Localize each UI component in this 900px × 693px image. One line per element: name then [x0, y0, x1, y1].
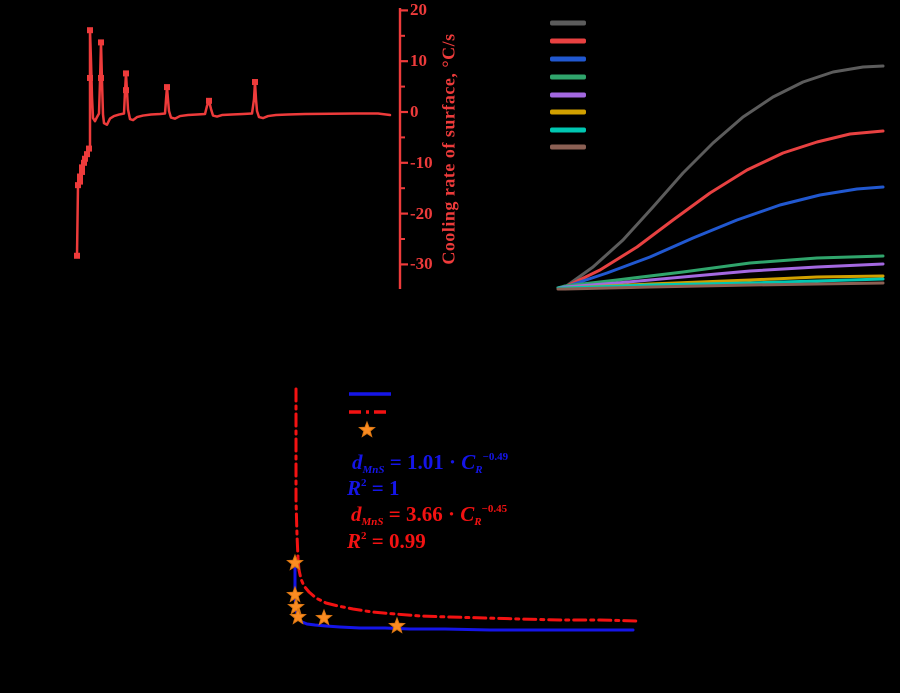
cooling-curve-marker — [81, 159, 87, 166]
equation-red-fit: dMnS = 3.66 · CR−0.45 — [351, 502, 508, 528]
cooling-curve-marker — [123, 70, 129, 77]
cooling-curve-marker — [79, 168, 85, 175]
y-tick-label: 10 — [410, 51, 427, 71]
legend-swatch-series-brown — [550, 144, 586, 150]
data-point-star — [286, 585, 304, 603]
legend-swatch-series-purple — [550, 92, 586, 98]
legend-swatch-series-gray — [550, 20, 586, 26]
cooling-curve-marker — [98, 39, 104, 46]
y-tick-label: -10 — [410, 152, 433, 172]
series-gray — [556, 64, 885, 290]
y-tick-label: 0 — [410, 102, 419, 121]
data-point-star — [287, 597, 305, 615]
cooling-curve-marker — [87, 74, 93, 81]
cooling-curve-marker — [84, 151, 90, 158]
cooling-curve-marker — [75, 182, 81, 189]
cooling-axis-label: Cooling rate of surface, °C/s — [438, 33, 459, 265]
y-tick-label: 20 — [410, 0, 427, 20]
legend-swatch-series-gold — [550, 109, 586, 115]
cooling-curve-marker — [77, 173, 83, 180]
y-tick-label: -30 — [410, 254, 433, 274]
fit-line-red — [294, 387, 639, 623]
legend-swatch-series-red — [550, 38, 586, 44]
equation-red-r2: R2 = 0.99 — [347, 529, 426, 553]
cooling-curve-marker — [82, 155, 88, 162]
cooling-curve-marker — [86, 145, 92, 152]
cooling-curve-marker — [164, 84, 170, 91]
equation-blue-r2: R2 = 1 — [347, 476, 400, 500]
cooling-curve-marker — [206, 97, 212, 104]
legend-star — [358, 420, 376, 438]
series-brown — [556, 281, 885, 291]
data-point-star — [286, 553, 304, 571]
cooling-rate-curve — [75, 28, 392, 258]
legend-swatch-series-green — [550, 74, 586, 80]
cooling-curve-marker — [87, 27, 93, 34]
series-red — [556, 129, 885, 290]
cooling-curve-marker — [98, 74, 104, 81]
y-tick-label: -20 — [410, 203, 433, 223]
cooling-curve-marker — [123, 87, 129, 94]
legend-swatch-series-cyan — [550, 127, 586, 133]
equation-blue-fit: dMnS = 1.01 · CR−0.49 — [352, 450, 509, 476]
growth-chart — [550, 20, 885, 291]
cooling-curve-marker — [252, 79, 258, 86]
cooling-curve-marker — [79, 164, 85, 171]
cooling-curve-marker — [77, 178, 83, 185]
data-point-star — [315, 608, 333, 626]
data-point-star — [388, 616, 406, 634]
data-point-star — [289, 607, 307, 625]
cooling-curve-marker — [74, 252, 80, 259]
fit-chart — [286, 387, 639, 634]
cooling-rate-chart — [74, 8, 408, 289]
legend-swatch-series-blue — [550, 56, 586, 62]
series-blue — [556, 185, 885, 290]
